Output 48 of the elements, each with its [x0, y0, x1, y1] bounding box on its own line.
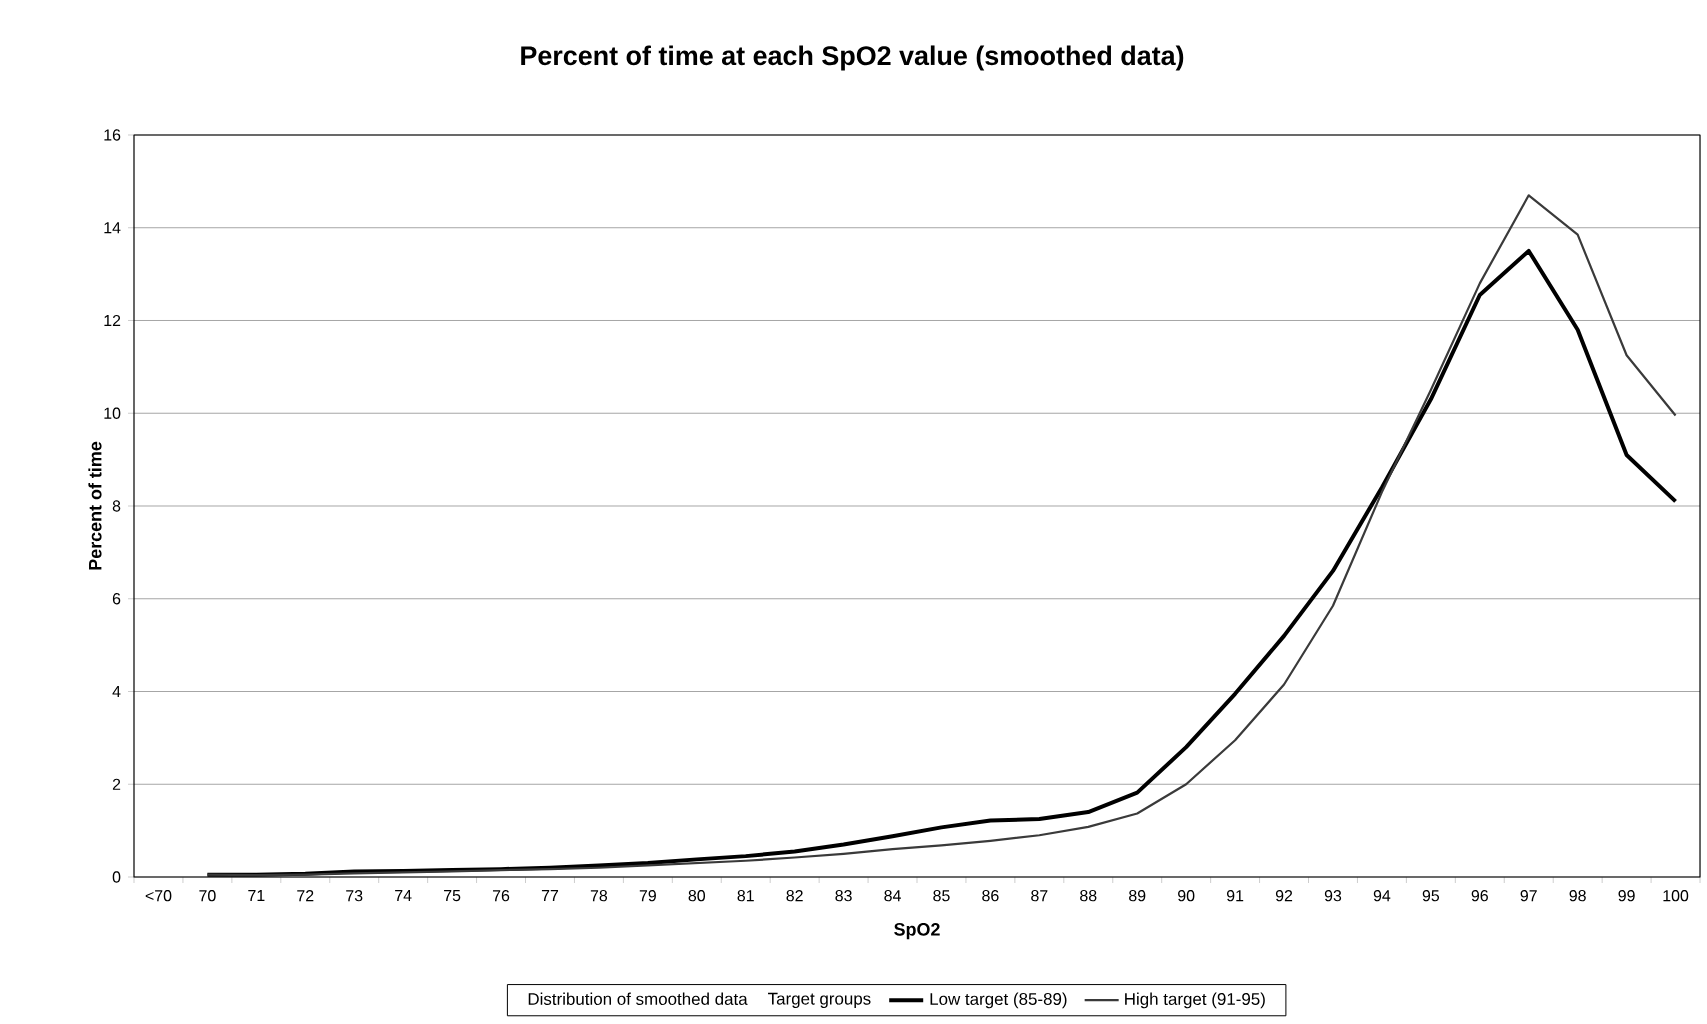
x-tick-label: 70 — [199, 890, 216, 902]
x-tick-label: 91 — [1226, 890, 1244, 902]
x-tick-label: 100 — [1663, 890, 1689, 902]
x-tick-label: 89 — [1129, 890, 1146, 902]
x-tick-label: 80 — [688, 890, 706, 902]
y-tick-label: 4 — [112, 686, 121, 697]
x-tick-label: 75 — [444, 890, 461, 902]
y-tick-label: 14 — [104, 222, 121, 234]
x-tick-label: 82 — [786, 890, 803, 902]
x-tick-label: 95 — [1422, 890, 1440, 902]
x-tick-label: <70 — [145, 890, 172, 902]
x-tick-label: 94 — [1373, 890, 1391, 902]
y-axis-title: Percent of time — [88, 441, 102, 570]
x-tick-label: 74 — [395, 890, 412, 902]
x-tick-label: 81 — [737, 890, 754, 902]
legend-label: High target (91-95) — [1125, 992, 1265, 1009]
x-tick-label: 73 — [346, 890, 363, 902]
x-tick-label: 97 — [1520, 890, 1537, 902]
x-tick-label: 90 — [1178, 890, 1195, 902]
y-tick-label: 0 — [112, 871, 121, 883]
x-tick-label: 93 — [1324, 890, 1342, 902]
x-tick-label: 87 — [1031, 890, 1048, 902]
y-tick-label: 2 — [112, 778, 121, 790]
x-tick-label: 77 — [541, 890, 559, 902]
x-tick-label: 86 — [982, 890, 999, 902]
x-tick-label: 99 — [1618, 890, 1635, 902]
y-tick-label: 12 — [104, 314, 121, 327]
x-tick-label: 96 — [1471, 890, 1488, 902]
x-tick-label: 83 — [835, 890, 852, 902]
legend-label: Low target (85-89) — [930, 992, 1067, 1009]
y-tick-label: 6 — [112, 593, 121, 605]
x-tick-label: 78 — [590, 890, 608, 902]
x-tick-label: 98 — [1569, 890, 1586, 902]
x-tick-label: 92 — [1275, 890, 1293, 902]
legend-title: Target groups — [768, 992, 871, 1009]
x-axis-title: SpO2 — [894, 923, 940, 940]
y-tick-label: 8 — [112, 500, 121, 512]
y-tick-label: 10 — [104, 407, 121, 419]
x-tick-label: 79 — [639, 890, 656, 902]
y-tick-label: 16 — [104, 129, 121, 141]
x-tick-label: 76 — [492, 890, 510, 902]
x-tick-label: 72 — [297, 890, 314, 902]
x-tick-label: 84 — [884, 890, 901, 902]
x-tick-label: 71 — [248, 890, 265, 902]
text: Distribution of smoothed data — [528, 992, 748, 1005]
chart-title: Percent of time at each SpO2 value (smoothed data) — [521, 45, 1184, 71]
x-tick-label: 88 — [1080, 890, 1097, 902]
x-tick-label: 85 — [933, 890, 950, 902]
